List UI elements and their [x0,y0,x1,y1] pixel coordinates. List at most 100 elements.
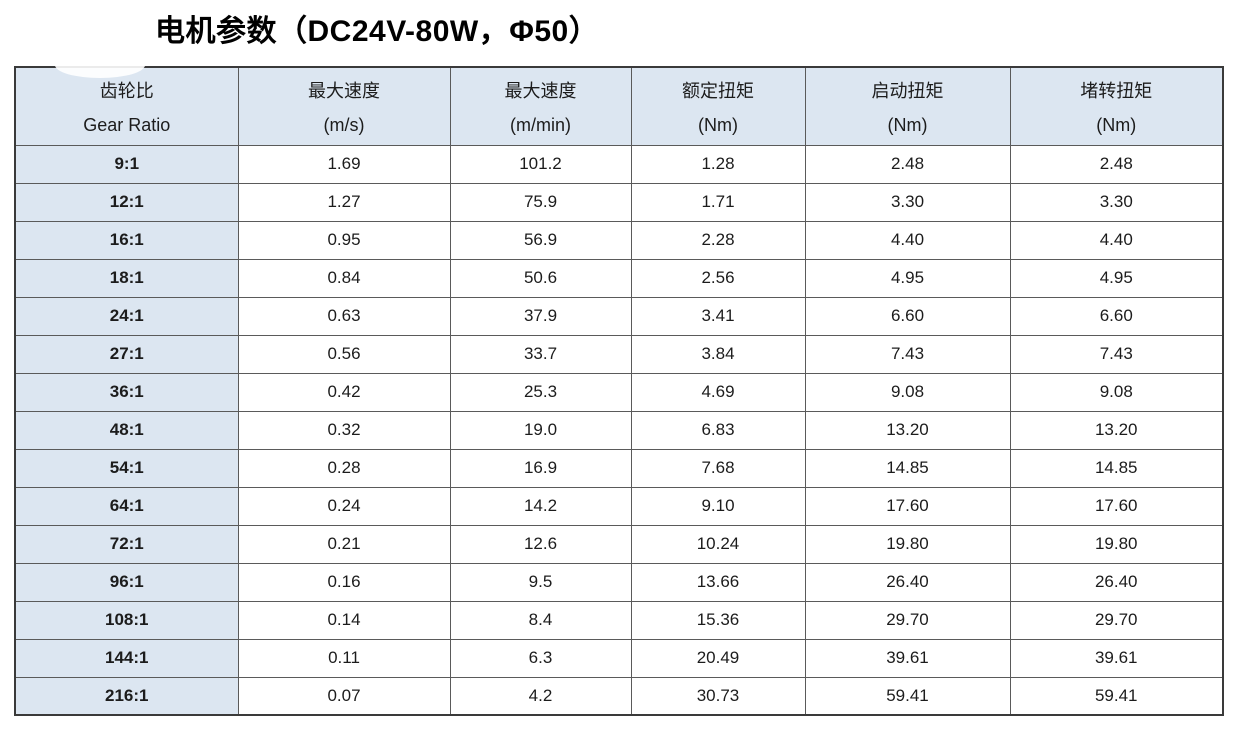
value-cell: 10.24 [630,524,806,564]
column-header-zh: 最大速度 [504,80,577,101]
column-header-4: 启动扭矩 (Nm) [804,66,1011,146]
column-header-1: 最大速度 (m/s) [237,66,451,146]
gear-ratio-cell: 9:1 [14,144,239,184]
gear-ratio-cell: 36:1 [14,372,239,412]
column-header-zh: 堵转扭矩 [1080,80,1153,101]
value-cell: 2.48 [804,144,1011,184]
value-cell: 6.60 [804,296,1011,336]
value-cell: 0.07 [237,676,451,716]
value-cell: 26.40 [804,562,1011,602]
value-cell: 56.9 [449,220,632,260]
value-cell: 20.49 [630,638,806,678]
column-header-0: 齿轮比 Gear Ratio [14,66,239,146]
value-cell: 14.85 [804,448,1011,488]
value-cell: 4.2 [449,676,632,716]
value-cell: 1.69 [237,144,451,184]
table-row: 54:1 0.28 16.9 7.68 14.85 14.85 [14,448,1224,488]
value-cell: 17.60 [1009,486,1224,526]
value-cell: 29.70 [804,600,1011,640]
value-cell: 1.27 [237,182,451,222]
value-cell: 0.84 [237,258,451,298]
value-cell: 7.43 [1009,334,1224,374]
value-cell: 6.60 [1009,296,1224,336]
value-cell: 3.30 [804,182,1011,222]
value-cell: 0.24 [237,486,451,526]
table-row: 96:1 0.16 9.5 13.66 26.40 26.40 [14,562,1224,602]
column-header-zh: 启动扭矩 [871,80,944,101]
gear-ratio-cell: 64:1 [14,486,239,526]
table-row: 108:1 0.14 8.4 15.36 29.70 29.70 [14,600,1224,640]
value-cell: 37.9 [449,296,632,336]
value-cell: 9.10 [630,486,806,526]
value-cell: 0.21 [237,524,451,564]
value-cell: 29.70 [1009,600,1224,640]
gear-ratio-cell: 108:1 [14,600,239,640]
value-cell: 26.40 [1009,562,1224,602]
value-cell: 101.2 [449,144,632,184]
value-cell: 39.61 [804,638,1011,678]
table-row: 72:1 0.21 12.6 10.24 19.80 19.80 [14,524,1224,564]
value-cell: 9.08 [804,372,1011,412]
value-cell: 50.6 [449,258,632,298]
table-row: 36:1 0.42 25.3 4.69 9.08 9.08 [14,372,1224,412]
value-cell: 12.6 [449,524,632,564]
value-cell: 7.43 [804,334,1011,374]
value-cell: 59.41 [1009,676,1224,716]
table-row: 48:1 0.32 19.0 6.83 13.20 13.20 [14,410,1224,450]
table-row: 18:1 0.84 50.6 2.56 4.95 4.95 [14,258,1224,298]
column-header-sub: Gear Ratio [83,114,171,135]
page-title: 电机参数（DC24V-80W，Φ50） [155,15,600,48]
column-header-2: 最大速度 (m/min) [449,66,632,146]
value-cell: 0.56 [237,334,451,374]
value-cell: 8.4 [449,600,632,640]
value-cell: 0.14 [237,600,451,640]
value-cell: 4.40 [804,220,1011,260]
gear-ratio-cell: 27:1 [14,334,239,374]
table-row: 24:1 0.63 37.9 3.41 6.60 6.60 [14,296,1224,336]
table-row: 9:1 1.69 101.2 1.28 2.48 2.48 [14,144,1224,184]
table-row: 12:1 1.27 75.9 1.71 3.30 3.30 [14,182,1224,222]
table-row: 64:1 0.24 14.2 9.10 17.60 17.60 [14,486,1224,526]
value-cell: 2.56 [630,258,806,298]
value-cell: 6.3 [449,638,632,678]
table-row: 16:1 0.95 56.9 2.28 4.40 4.40 [14,220,1224,260]
value-cell: 3.30 [1009,182,1224,222]
value-cell: 1.71 [630,182,806,222]
value-cell: 3.41 [630,296,806,336]
column-header-sub: (Nm) [887,114,928,135]
gear-ratio-cell: 216:1 [14,676,239,716]
value-cell: 0.11 [237,638,451,678]
value-cell: 14.2 [449,486,632,526]
value-cell: 2.28 [630,220,806,260]
value-cell: 0.42 [237,372,451,412]
table-head: 齿轮比 Gear Ratio 最大速度 (m/s) 最大速度 (m/min) 额定扭矩 (Nm… [14,66,1224,146]
value-cell: 0.28 [237,448,451,488]
column-header-zh: 最大速度 [308,80,380,101]
column-header-sub: (Nm) [1096,114,1137,135]
value-cell: 30.73 [630,676,806,716]
value-cell: 19.80 [804,524,1011,564]
gear-ratio-cell: 16:1 [14,220,239,260]
value-cell: 9.5 [449,562,632,602]
white-smudge-artifact [55,52,145,78]
value-cell: 75.9 [449,182,632,222]
table-header-row: 齿轮比 Gear Ratio 最大速度 (m/s) 最大速度 (m/min) 额定扭矩 (Nm… [14,66,1224,146]
value-cell: 0.32 [237,410,451,450]
value-cell: 17.60 [804,486,1011,526]
value-cell: 7.68 [630,448,806,488]
gear-ratio-cell: 96:1 [14,562,239,602]
value-cell: 15.36 [630,600,806,640]
value-cell: 19.0 [449,410,632,450]
value-cell: 6.83 [630,410,806,450]
value-cell: 13.20 [804,410,1011,450]
gear-ratio-cell: 24:1 [14,296,239,336]
value-cell: 0.95 [237,220,451,260]
value-cell: 4.69 [630,372,806,412]
value-cell: 59.41 [804,676,1011,716]
value-cell: 2.48 [1009,144,1224,184]
value-cell: 16.9 [449,448,632,488]
column-header-sub: (m/s) [323,114,365,135]
column-header-sub: (m/min) [510,114,571,135]
gear-ratio-cell: 144:1 [14,638,239,678]
